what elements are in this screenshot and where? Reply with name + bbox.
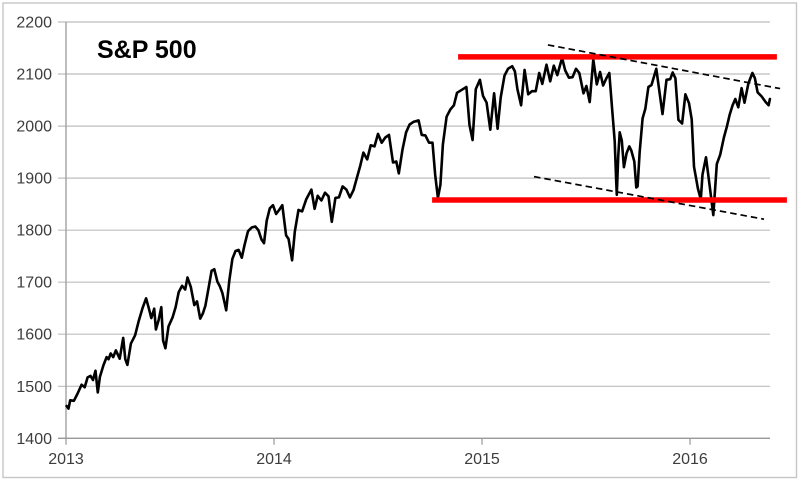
x-axis-label-2014: 2014	[256, 451, 292, 468]
price-series	[65, 56, 772, 410]
y-axis-label-2100: 2100	[16, 67, 52, 84]
y-axis-label-1500: 1500	[16, 379, 52, 396]
y-axis-label-2200: 2200	[16, 15, 52, 32]
y-axis-label-1600: 1600	[16, 327, 52, 344]
y-axis-label-1400: 1400	[16, 431, 52, 448]
axis-labels: 2200 2100 2000 1900 1800 1700 1600 1500 1400 2013…	[16, 15, 707, 469]
y-axis-label-1900: 1900	[16, 171, 52, 188]
gridlines	[58, 21, 770, 439]
y-axis-label-2000: 2000	[16, 119, 52, 136]
annotations	[432, 44, 787, 221]
axes	[58, 22, 770, 445]
lower-trendline	[533, 175, 765, 221]
x-axis-label-2015: 2015	[464, 451, 500, 468]
y-axis-label-1800: 1800	[16, 223, 52, 240]
x-axis-label-2016: 2016	[672, 451, 708, 468]
price-line	[65, 56, 772, 410]
chart-title: S&P 500	[97, 36, 197, 64]
y-axis-label-1700: 1700	[16, 275, 52, 292]
x-axis-label-2013: 2013	[48, 451, 84, 468]
upper-trendline	[547, 44, 781, 90]
